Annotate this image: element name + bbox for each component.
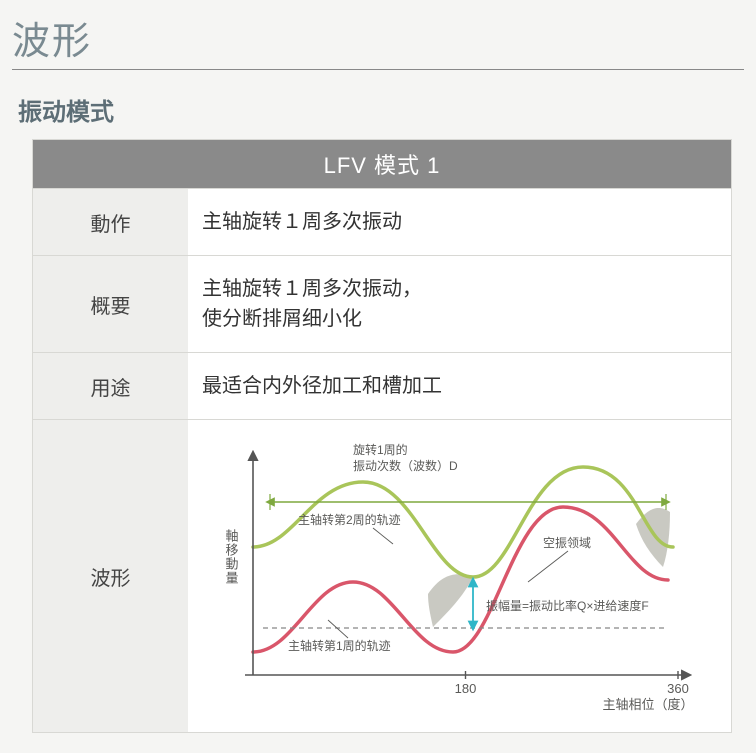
svg-text:180: 180 <box>455 681 477 696</box>
panel-header: LFV 模式 1 <box>33 140 731 188</box>
svg-text:360: 360 <box>667 681 689 696</box>
svg-text:旋转1周的: 旋转1周的 <box>353 442 408 457</box>
row-label: 動作 <box>33 189 188 255</box>
svg-text:振幅量=振动比率Q×进给速度F: 振幅量=振动比率Q×进给速度F <box>486 598 649 613</box>
svg-text:空振领域: 空振领域 <box>543 536 591 550</box>
row-label: 用途 <box>33 353 188 419</box>
waveform-chart: 180 360主轴相位（度） 軸移動量 旋转1周的振动次数（波数）D 主轴转第2周的轨迹… <box>198 432 718 722</box>
svg-text:主轴转第1周的轨迹: 主轴转第1周的轨迹 <box>288 638 391 653</box>
row-label: 概要 <box>33 256 188 352</box>
row-chart: 波形 180 360主轴相位（度） 軸移動量 旋转1周的振动次数（波数）D 主轴转第2周… <box>33 419 731 732</box>
section-title: 振动模式 <box>12 92 744 127</box>
svg-text:振动次数（波数）D: 振动次数（波数）D <box>353 458 458 473</box>
page-title: 波形 <box>12 10 744 70</box>
chart-cell: 180 360主轴相位（度） 軸移動量 旋转1周的振动次数（波数）D 主轴转第2周的轨迹… <box>188 420 731 732</box>
row-value: 主轴旋转１周多次振动 <box>188 189 731 255</box>
row-value: 主轴旋转１周多次振动， 使分断排屑细小化 <box>188 256 731 352</box>
row-value: 最适合内外径加工和槽加工 <box>188 353 731 419</box>
svg-text:主轴相位（度）: 主轴相位（度） <box>602 697 693 712</box>
svg-text:軸移動量: 軸移動量 <box>224 529 239 585</box>
row-usage: 用途 最适合内外径加工和槽加工 <box>33 352 731 419</box>
row-overview: 概要 主轴旋转１周多次振动， 使分断排屑细小化 <box>33 255 731 352</box>
row-action: 動作 主轴旋转１周多次振动 <box>33 188 731 255</box>
svg-text:主轴转第2周的轨迹: 主轴转第2周的轨迹 <box>298 512 401 527</box>
mode-panel: LFV 模式 1 動作 主轴旋转１周多次振动 概要 主轴旋转１周多次振动， 使分… <box>32 139 732 733</box>
row-label: 波形 <box>33 420 188 732</box>
